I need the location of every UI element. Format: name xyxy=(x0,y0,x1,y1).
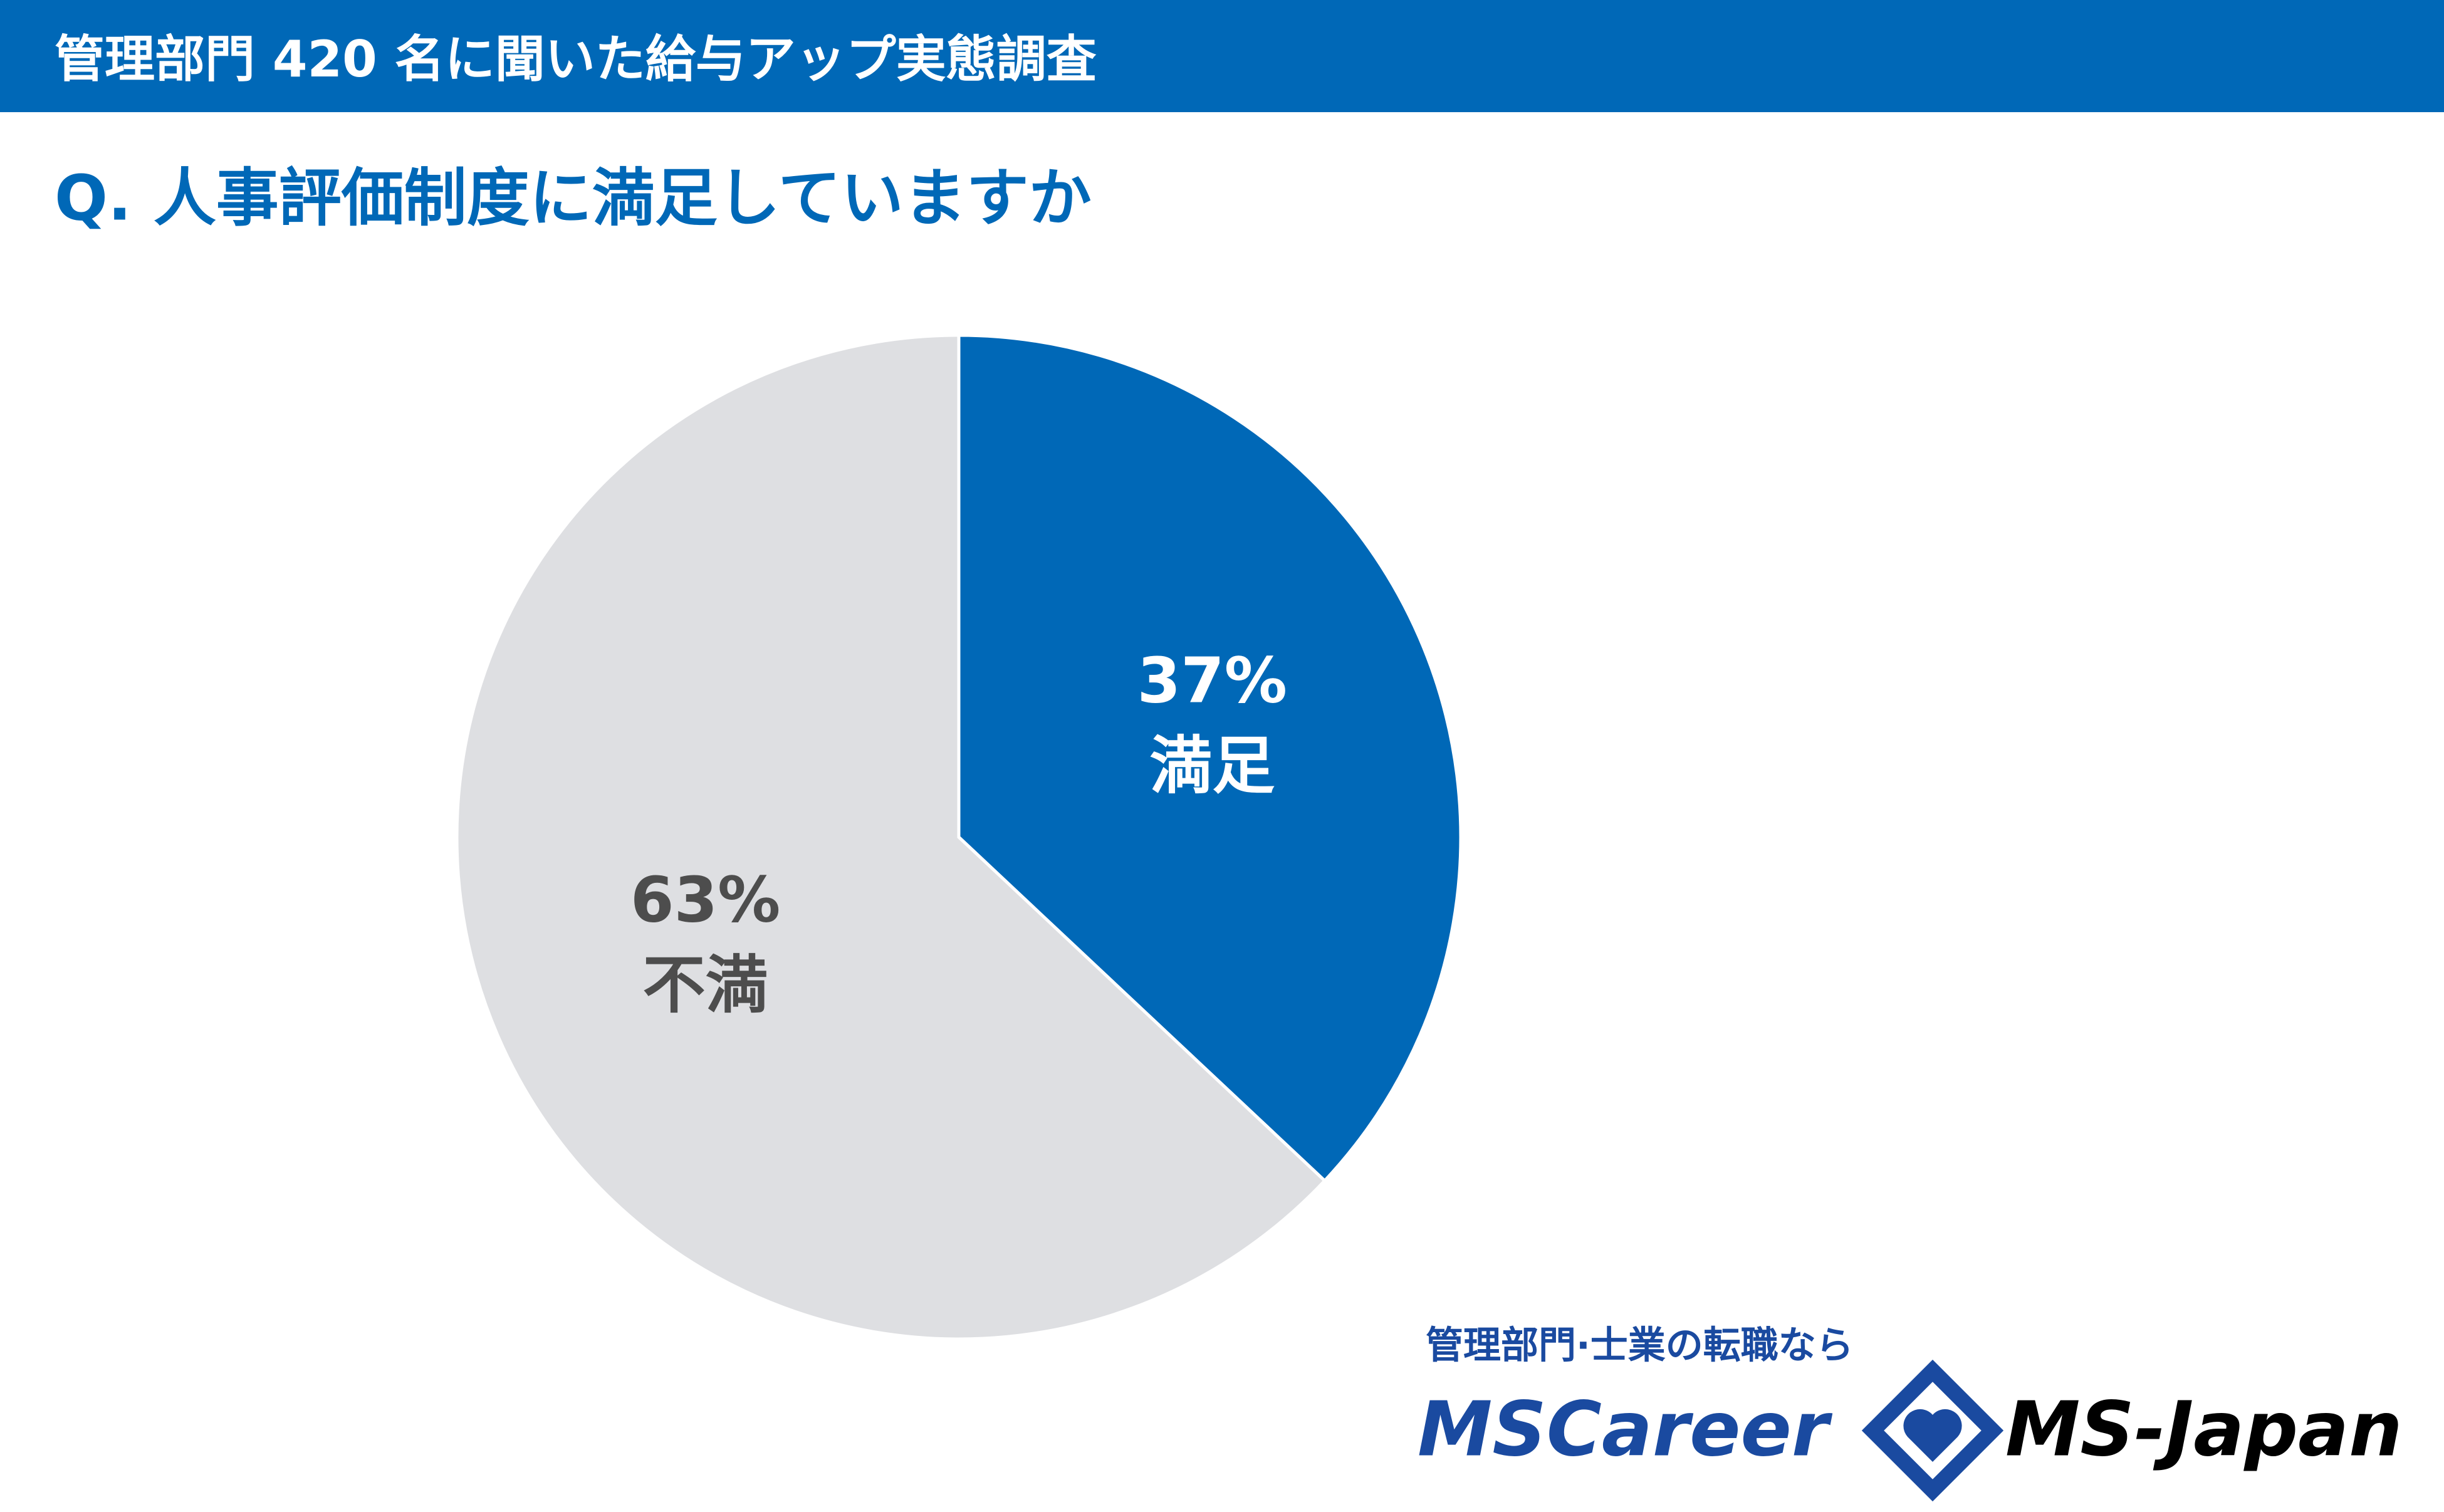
pie: 37% 満足 63% 不満 xyxy=(455,333,1463,1341)
logo-brand: MSCareer xyxy=(1418,1387,1833,1474)
slice-category-label: 不満 xyxy=(643,948,768,1021)
header-bar xyxy=(0,0,2444,112)
chart-subtitle: Q. 人事評価制度に満足していますか xyxy=(55,161,1092,234)
slice-category-label: 満足 xyxy=(1149,729,1275,802)
pie-slice xyxy=(455,333,1327,1341)
slice-value-label: 63% xyxy=(630,863,780,936)
logo-company: MS-Japan xyxy=(2005,1387,2403,1474)
slice-value-label: 37% xyxy=(1137,644,1287,717)
logo-icon xyxy=(1861,1359,2004,1502)
chart-title: 管理部門 420 名に聞いた給与アップ実態調査 xyxy=(55,30,1097,88)
pie-slice xyxy=(957,333,1463,1183)
logo-tagline: 管理部門·士業の転職なら xyxy=(1426,1324,1854,1368)
